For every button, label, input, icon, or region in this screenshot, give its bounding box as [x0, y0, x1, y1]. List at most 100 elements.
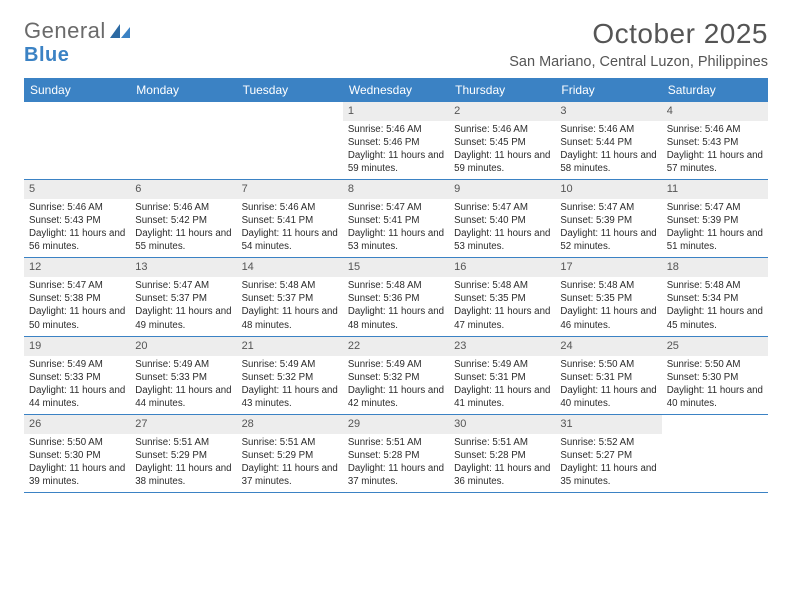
sunset-text: Sunset: 5:31 PM: [454, 371, 550, 384]
daylight-text: Daylight: 11 hours and 48 minutes.: [348, 305, 444, 331]
day-body: Sunrise: 5:47 AMSunset: 5:40 PMDaylight:…: [449, 201, 555, 253]
sunset-text: Sunset: 5:31 PM: [560, 371, 656, 384]
sunrise-text: Sunrise: 5:46 AM: [29, 201, 125, 214]
daylight-text: Daylight: 11 hours and 46 minutes.: [560, 305, 656, 331]
calendar: Sunday Monday Tuesday Wednesday Thursday…: [24, 78, 768, 493]
sunset-text: Sunset: 5:29 PM: [242, 449, 338, 462]
day-cell: 10Sunrise: 5:47 AMSunset: 5:39 PMDayligh…: [555, 180, 661, 257]
week-row: 12Sunrise: 5:47 AMSunset: 5:38 PMDayligh…: [24, 258, 768, 336]
day-body: Sunrise: 5:48 AMSunset: 5:35 PMDaylight:…: [449, 279, 555, 331]
day-number: 8: [343, 180, 449, 199]
sunset-text: Sunset: 5:29 PM: [135, 449, 231, 462]
sunrise-text: Sunrise: 5:49 AM: [135, 358, 231, 371]
sunrise-text: Sunrise: 5:51 AM: [242, 436, 338, 449]
day-number: 16: [449, 258, 555, 277]
daylight-text: Daylight: 11 hours and 50 minutes.: [29, 305, 125, 331]
day-number: 25: [662, 337, 768, 356]
day-number: 31: [555, 415, 661, 434]
brand-text-2-wrap: Blue: [24, 44, 69, 67]
sunrise-text: Sunrise: 5:52 AM: [560, 436, 656, 449]
day-body: Sunrise: 5:47 AMSunset: 5:39 PMDaylight:…: [555, 201, 661, 253]
day-cell: [130, 102, 236, 179]
sunset-text: Sunset: 5:32 PM: [348, 371, 444, 384]
sunrise-text: Sunrise: 5:49 AM: [454, 358, 550, 371]
daylight-text: Daylight: 11 hours and 53 minutes.: [348, 227, 444, 253]
day-body: Sunrise: 5:46 AMSunset: 5:43 PMDaylight:…: [24, 201, 130, 253]
day-cell: [662, 415, 768, 492]
sunrise-text: Sunrise: 5:47 AM: [29, 279, 125, 292]
day-number: 19: [24, 337, 130, 356]
sunrise-text: Sunrise: 5:47 AM: [135, 279, 231, 292]
sunset-text: Sunset: 5:35 PM: [560, 292, 656, 305]
day-body: Sunrise: 5:46 AMSunset: 5:43 PMDaylight:…: [662, 123, 768, 175]
day-cell: 6Sunrise: 5:46 AMSunset: 5:42 PMDaylight…: [130, 180, 236, 257]
sunrise-text: Sunrise: 5:47 AM: [348, 201, 444, 214]
day-number: 17: [555, 258, 661, 277]
day-cell: 18Sunrise: 5:48 AMSunset: 5:34 PMDayligh…: [662, 258, 768, 335]
day-number: 30: [449, 415, 555, 434]
brand-text-2: Blue: [24, 44, 69, 66]
day-cell: [237, 102, 343, 179]
day-cell: 22Sunrise: 5:49 AMSunset: 5:32 PMDayligh…: [343, 337, 449, 414]
dow-monday: Monday: [130, 78, 236, 102]
day-body: Sunrise: 5:48 AMSunset: 5:37 PMDaylight:…: [237, 279, 343, 331]
day-cell: 11Sunrise: 5:47 AMSunset: 5:39 PMDayligh…: [662, 180, 768, 257]
day-cell: 12 Sunrise: 5:47 AMSunset: 5:38 PMDayligh…: [24, 258, 130, 335]
sunrise-text: Sunrise: 5:50 AM: [29, 436, 125, 449]
day-number: 14: [237, 258, 343, 277]
day-body: Sunrise: 5:46 AMSunset: 5:45 PMDaylight:…: [449, 123, 555, 175]
day-cell: 26Sunrise: 5:50 AMSunset: 5:30 PMDayligh…: [24, 415, 130, 492]
daylight-text: Daylight: 11 hours and 43 minutes.: [242, 384, 338, 410]
sunset-text: Sunset: 5:35 PM: [454, 292, 550, 305]
daylight-text: Daylight: 11 hours and 38 minutes.: [135, 462, 231, 488]
day-cell: 30Sunrise: 5:51 AMSunset: 5:28 PMDayligh…: [449, 415, 555, 492]
day-body: Sunrise: 5:46 AMSunset: 5:44 PMDaylight:…: [555, 123, 661, 175]
daylight-text: Daylight: 11 hours and 53 minutes.: [454, 227, 550, 253]
sunrise-text: Sunrise: 5:46 AM: [560, 123, 656, 136]
daylight-text: Daylight: 11 hours and 40 minutes.: [667, 384, 763, 410]
day-number: 12: [24, 258, 130, 277]
day-number: 23: [449, 337, 555, 356]
daylight-text: Daylight: 11 hours and 44 minutes.: [135, 384, 231, 410]
week-row: 1Sunrise: 5:46 AMSunset: 5:46 PMDaylight…: [24, 102, 768, 180]
day-number: 5: [24, 180, 130, 199]
sunset-text: Sunset: 5:39 PM: [560, 214, 656, 227]
day-cell: 1Sunrise: 5:46 AMSunset: 5:46 PMDaylight…: [343, 102, 449, 179]
day-cell: 17 Sunrise: 5:48 AMSunset: 5:35 PMDayligh…: [555, 258, 661, 335]
day-cell: 14 Sunrise: 5:48 AMSunset: 5:37 PMDayligh…: [237, 258, 343, 335]
sunset-text: Sunset: 5:27 PM: [560, 449, 656, 462]
sunset-text: Sunset: 5:28 PM: [348, 449, 444, 462]
daylight-text: Daylight: 11 hours and 42 minutes.: [348, 384, 444, 410]
day-cell: 21Sunrise: 5:49 AMSunset: 5:32 PMDayligh…: [237, 337, 343, 414]
daylight-text: Daylight: 11 hours and 41 minutes.: [454, 384, 550, 410]
sunrise-text: Sunrise: 5:50 AM: [560, 358, 656, 371]
week-row: 26Sunrise: 5:50 AMSunset: 5:30 PMDayligh…: [24, 415, 768, 493]
dow-tuesday: Tuesday: [237, 78, 343, 102]
title-block: October 2025 San Mariano, Central Luzon,…: [509, 18, 768, 70]
day-number: 7: [237, 180, 343, 199]
sunrise-text: Sunrise: 5:49 AM: [29, 358, 125, 371]
day-body: Sunrise: 5:50 AMSunset: 5:30 PMDaylight:…: [662, 358, 768, 410]
sunset-text: Sunset: 5:28 PM: [454, 449, 550, 462]
sunrise-text: Sunrise: 5:48 AM: [560, 279, 656, 292]
day-body: Sunrise: 5:49 AMSunset: 5:33 PMDaylight:…: [130, 358, 236, 410]
dow-sunday: Sunday: [24, 78, 130, 102]
sunset-text: Sunset: 5:33 PM: [29, 371, 125, 384]
daylight-text: Daylight: 11 hours and 58 minutes.: [560, 149, 656, 175]
day-body: Sunrise: 5:46 AMSunset: 5:41 PMDaylight:…: [237, 201, 343, 253]
sunset-text: Sunset: 5:30 PM: [667, 371, 763, 384]
day-cell: 31Sunrise: 5:52 AMSunset: 5:27 PMDayligh…: [555, 415, 661, 492]
sunset-text: Sunset: 5:38 PM: [29, 292, 125, 305]
day-number: 26: [24, 415, 130, 434]
day-number: 2: [449, 102, 555, 121]
day-cell: [24, 102, 130, 179]
dow-header-row: Sunday Monday Tuesday Wednesday Thursday…: [24, 78, 768, 102]
sunrise-text: Sunrise: 5:49 AM: [242, 358, 338, 371]
header: General October 2025 San Mariano, Centra…: [24, 18, 768, 70]
day-body: Sunrise: 5:47 AMSunset: 5:37 PMDaylight:…: [130, 279, 236, 331]
day-cell: 13Sunrise: 5:47 AMSunset: 5:37 PMDayligh…: [130, 258, 236, 335]
day-cell: 27Sunrise: 5:51 AMSunset: 5:29 PMDayligh…: [130, 415, 236, 492]
sunrise-text: Sunrise: 5:46 AM: [348, 123, 444, 136]
sunset-text: Sunset: 5:32 PM: [242, 371, 338, 384]
sunset-text: Sunset: 5:43 PM: [667, 136, 763, 149]
